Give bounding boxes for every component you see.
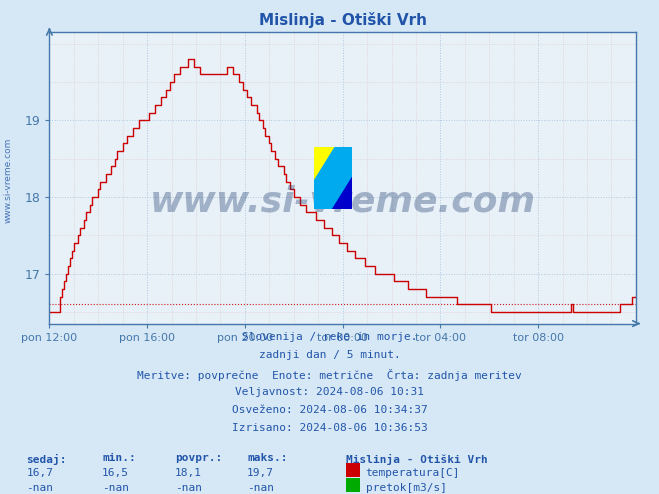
Text: -nan: -nan: [26, 483, 53, 493]
Text: zadnji dan / 5 minut.: zadnji dan / 5 minut.: [258, 350, 401, 360]
Text: min.:: min.:: [102, 453, 136, 463]
Text: -nan: -nan: [102, 483, 129, 493]
Text: maks.:: maks.:: [247, 453, 287, 463]
Text: sedaj:: sedaj:: [26, 453, 67, 464]
Text: www.si-vreme.com: www.si-vreme.com: [150, 184, 536, 218]
Text: -nan: -nan: [175, 483, 202, 493]
Text: Mislinja - Otiški Vrh: Mislinja - Otiški Vrh: [346, 453, 488, 464]
Text: 16,7: 16,7: [26, 468, 53, 478]
Text: 18,1: 18,1: [175, 468, 202, 478]
Text: povpr.:: povpr.:: [175, 453, 222, 463]
Text: Osveženo: 2024-08-06 10:34:37: Osveženo: 2024-08-06 10:34:37: [231, 405, 428, 415]
Text: -nan: -nan: [247, 483, 274, 493]
Text: temperatura[C]: temperatura[C]: [366, 468, 460, 478]
Text: Slovenija / reke in morje.: Slovenija / reke in morje.: [242, 332, 417, 342]
Text: 19,7: 19,7: [247, 468, 274, 478]
Text: Meritve: povprečne  Enote: metrične  Črta: zadnja meritev: Meritve: povprečne Enote: metrične Črta:…: [137, 369, 522, 380]
Text: 16,5: 16,5: [102, 468, 129, 478]
Title: Mislinja - Otiški Vrh: Mislinja - Otiški Vrh: [259, 12, 426, 28]
Text: Izrisano: 2024-08-06 10:36:53: Izrisano: 2024-08-06 10:36:53: [231, 423, 428, 433]
Text: www.si-vreme.com: www.si-vreme.com: [3, 138, 13, 223]
Text: Veljavnost: 2024-08-06 10:31: Veljavnost: 2024-08-06 10:31: [235, 387, 424, 397]
Text: pretok[m3/s]: pretok[m3/s]: [366, 483, 447, 493]
